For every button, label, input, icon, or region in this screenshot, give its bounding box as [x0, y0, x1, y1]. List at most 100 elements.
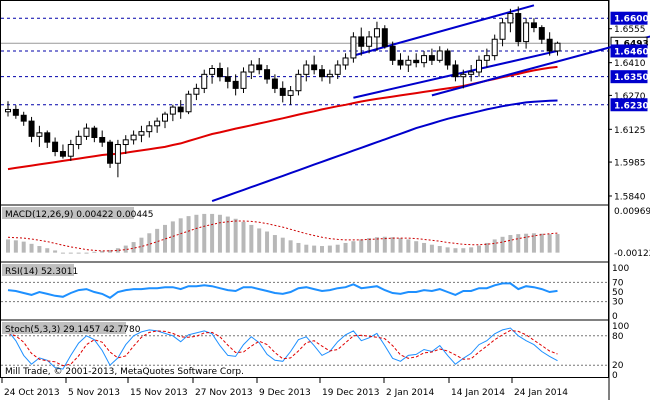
candle-body-down	[20, 114, 27, 122]
candle	[491, 34, 498, 61]
macd-bar	[147, 233, 152, 253]
macd-bar	[547, 234, 552, 253]
candle-body-up	[476, 59, 482, 73]
price-tick-label: 1.6410	[614, 59, 646, 69]
candle	[468, 64, 475, 82]
candle-body-up	[295, 73, 302, 92]
macd-bar	[139, 237, 144, 253]
price-tick-label: 1.6270	[614, 92, 646, 102]
candle	[20, 111, 27, 126]
candle	[216, 62, 223, 82]
date-label: 24 Jan 2014	[514, 388, 568, 398]
price-tick-label: 1.6125	[614, 126, 646, 136]
candle-body-up	[523, 22, 530, 43]
macd-bar	[531, 233, 536, 253]
candle	[154, 117, 161, 133]
candle-body-down	[530, 22, 537, 29]
candle-body-down	[232, 80, 239, 89]
macd-bar	[123, 245, 128, 253]
candle	[319, 64, 325, 82]
candle-body-up	[154, 120, 161, 127]
candle-body-up	[491, 38, 498, 57]
candle-body-down	[515, 13, 522, 43]
candle	[83, 123, 90, 140]
macd-bar	[312, 245, 317, 253]
candle	[232, 74, 239, 96]
stoch-axis-label: 80	[612, 332, 624, 342]
price-tag: 1.6350	[614, 73, 649, 83]
candle	[428, 48, 435, 65]
candle-body-down	[279, 87, 286, 96]
date-label: 24 Oct 2013	[4, 388, 60, 398]
candle-body-down	[177, 106, 184, 113]
candle-body-up	[240, 71, 247, 89]
candle-body-up	[169, 106, 176, 115]
candle	[413, 53, 420, 68]
candle-body-up	[366, 36, 373, 47]
macd-bar	[445, 247, 450, 253]
candle-body-down	[358, 36, 365, 47]
macd-bar	[178, 218, 183, 253]
date-axis: 24 Oct 2013 5 Nov 2013 15 Nov 2013 27 Nov 2…	[1, 378, 568, 398]
stochastic-pane	[1, 327, 608, 370]
rsi-axis-label: 100	[612, 264, 629, 274]
candle	[311, 55, 318, 75]
candle	[177, 100, 184, 119]
price-axis: 1.66001.65551.64931.64601.64101.63501.62…	[609, 11, 650, 381]
candle	[99, 130, 106, 147]
rsi-label-bg	[2, 264, 74, 276]
price-tag-bg	[610, 98, 648, 112]
candle	[523, 18, 530, 49]
candle-body-up	[248, 64, 255, 73]
candle-body-down	[52, 141, 59, 153]
candle-body-down	[428, 55, 435, 61]
macd-bar	[257, 228, 262, 253]
candle-body-down	[224, 76, 231, 82]
macd-bar	[555, 234, 560, 253]
macd-bar	[202, 213, 207, 253]
price-tag: 1.6460	[614, 47, 649, 57]
candle	[397, 53, 404, 70]
date-label: 14 Jan 2014	[451, 388, 505, 398]
candle-body-up	[114, 144, 121, 164]
macd-bar	[477, 245, 481, 253]
candle-body-up	[373, 28, 380, 38]
macd-bar	[84, 252, 89, 254]
macd-bar	[422, 242, 427, 253]
candle	[91, 125, 98, 143]
candle-body-up	[162, 113, 168, 122]
macd-bar	[249, 224, 254, 253]
stoch-axis-label: 100	[612, 322, 629, 332]
candle-body-up	[287, 90, 294, 96]
macd-bar	[304, 244, 309, 253]
macd-bar	[296, 242, 301, 253]
candle	[209, 64, 216, 84]
candle	[67, 139, 74, 161]
macd-bar	[265, 231, 270, 253]
candle	[193, 83, 200, 101]
macd-bar	[335, 244, 340, 253]
candle	[483, 48, 490, 68]
candle	[350, 32, 357, 63]
candle	[146, 121, 153, 138]
rsi-label: RSI(14) 52.3011	[5, 267, 78, 277]
macd-bar	[327, 245, 332, 253]
macd-bar	[500, 236, 505, 253]
macd-bar	[539, 233, 544, 253]
rsi-line	[7, 282, 558, 299]
macd-bar	[115, 248, 120, 253]
candle	[366, 31, 373, 54]
candle	[287, 86, 294, 105]
candle	[452, 60, 459, 82]
candle-body-up	[342, 57, 349, 66]
candle-body-down	[256, 64, 263, 71]
macd-label: MACD(12,26,9) 0.00422 0.00445	[5, 210, 154, 220]
candle	[114, 139, 121, 178]
macd-pane	[6, 213, 560, 254]
macd-bar	[508, 235, 513, 253]
candle-body-down	[107, 141, 114, 164]
macd-bar	[21, 241, 26, 253]
candle-body-down	[413, 59, 420, 64]
macd-bar	[492, 239, 497, 253]
